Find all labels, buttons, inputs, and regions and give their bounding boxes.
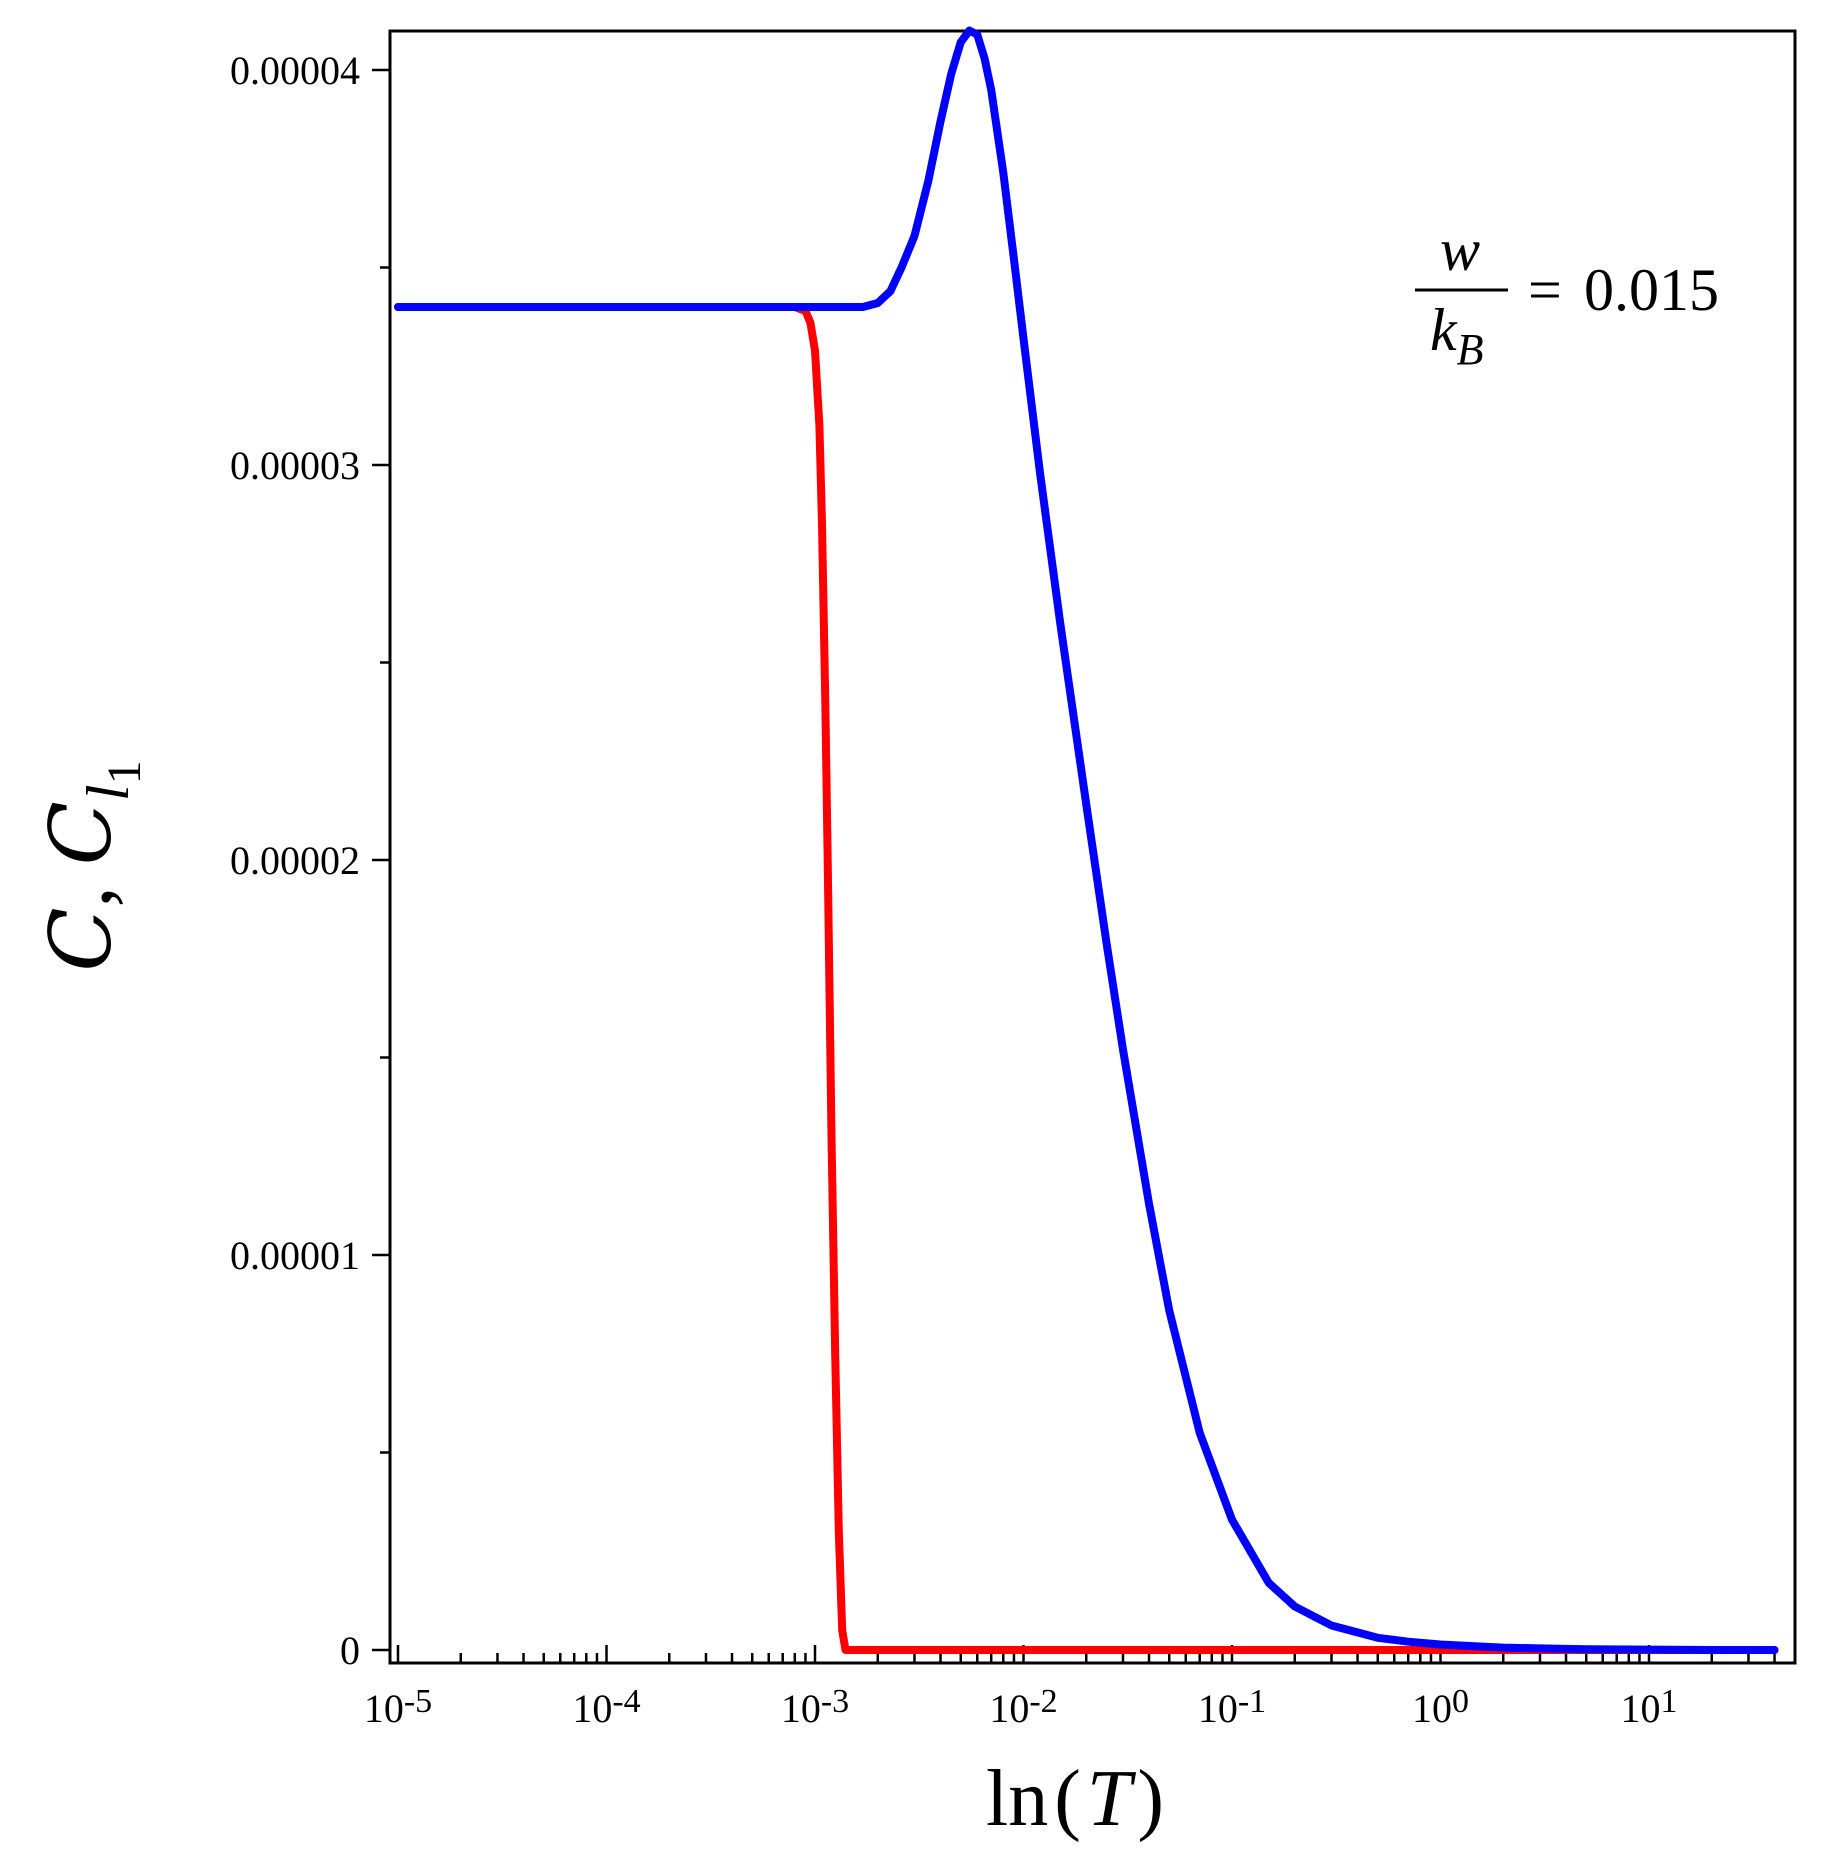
y-tick-label: 0.00004 [230, 48, 360, 93]
y-tick-label: 0 [340, 1628, 360, 1673]
series-layer [394, 26, 1779, 1654]
annotation-denominator-sub: B [1457, 325, 1484, 374]
x-axis-variable: T [1087, 1755, 1137, 1843]
annotation-numerator: w [1440, 217, 1480, 283]
x-axis-prefix: ln [986, 1755, 1048, 1843]
x-tick-label-base: 10 [1621, 1686, 1661, 1731]
x-tick-label-base: 10 [1412, 1686, 1452, 1731]
y-axis-title: C, Cl1 [32, 760, 151, 971]
series-line-1 [394, 303, 1779, 1654]
x-tick-label-base: 10 [572, 1686, 612, 1731]
x-tick-label: 10-1 [1198, 1683, 1266, 1731]
x-tick-label-base: 10 [364, 1686, 404, 1731]
x-axis-title: ln(T) [986, 1755, 1164, 1843]
y-axis-ticks: 0 0.00001 0.00002 0.00003 0.00004 [230, 48, 390, 1673]
x-axis-open-paren: ( [1054, 1755, 1081, 1843]
y-axis-subscript: l [75, 784, 141, 801]
x-tick-label-exponent: -4 [612, 1683, 640, 1720]
x-tick-label-exponent: 1 [1661, 1683, 1678, 1720]
x-tick-label-exponent: -1 [1238, 1683, 1266, 1720]
x-tick-label-exponent: -2 [1029, 1683, 1057, 1720]
x-tick-label: 101 [1621, 1683, 1678, 1731]
x-tick-label-base: 10 [781, 1686, 821, 1731]
annotation-denominator-k: k [1430, 297, 1458, 363]
x-tick-label: 10-5 [364, 1683, 432, 1731]
y-axis-separator: , [36, 865, 129, 907]
x-tick-label-base: 10 [1198, 1686, 1238, 1731]
x-tick-label: 10-4 [572, 1683, 640, 1731]
annotation-value: 0.015 [1584, 257, 1719, 323]
series-line-2 [394, 26, 1779, 1654]
x-tick-label-exponent: 0 [1452, 1683, 1469, 1720]
x-tick-label-exponent: -5 [404, 1683, 432, 1720]
x-tick-label: 10-2 [989, 1683, 1057, 1731]
x-axis-close-paren: ) [1137, 1755, 1164, 1843]
x-axis-ticks: 10-5 10-4 10-3 10-2 10-1 100 101 [364, 1645, 1776, 1731]
x-tick-label: 10-3 [781, 1683, 849, 1731]
x-tick-label: 100 [1412, 1683, 1469, 1731]
x-tick-label-exponent: -3 [821, 1683, 849, 1720]
y-axis-symbol-2: C [32, 801, 130, 865]
y-tick-label: 0.00002 [230, 838, 360, 883]
annotation-denominator: kB [1430, 297, 1484, 374]
y-axis-symbol-1: C [32, 907, 130, 971]
plot-frame [388, 29, 1797, 1665]
y-tick-label: 0.00001 [230, 1233, 360, 1278]
parameter-annotation: w kB = 0.015 [1415, 217, 1719, 374]
y-tick-label: 0.00003 [230, 443, 360, 488]
annotation-equals: = [1528, 257, 1562, 323]
y-axis-sub-subscript: 1 [98, 760, 151, 784]
x-tick-label-base: 10 [989, 1686, 1029, 1731]
